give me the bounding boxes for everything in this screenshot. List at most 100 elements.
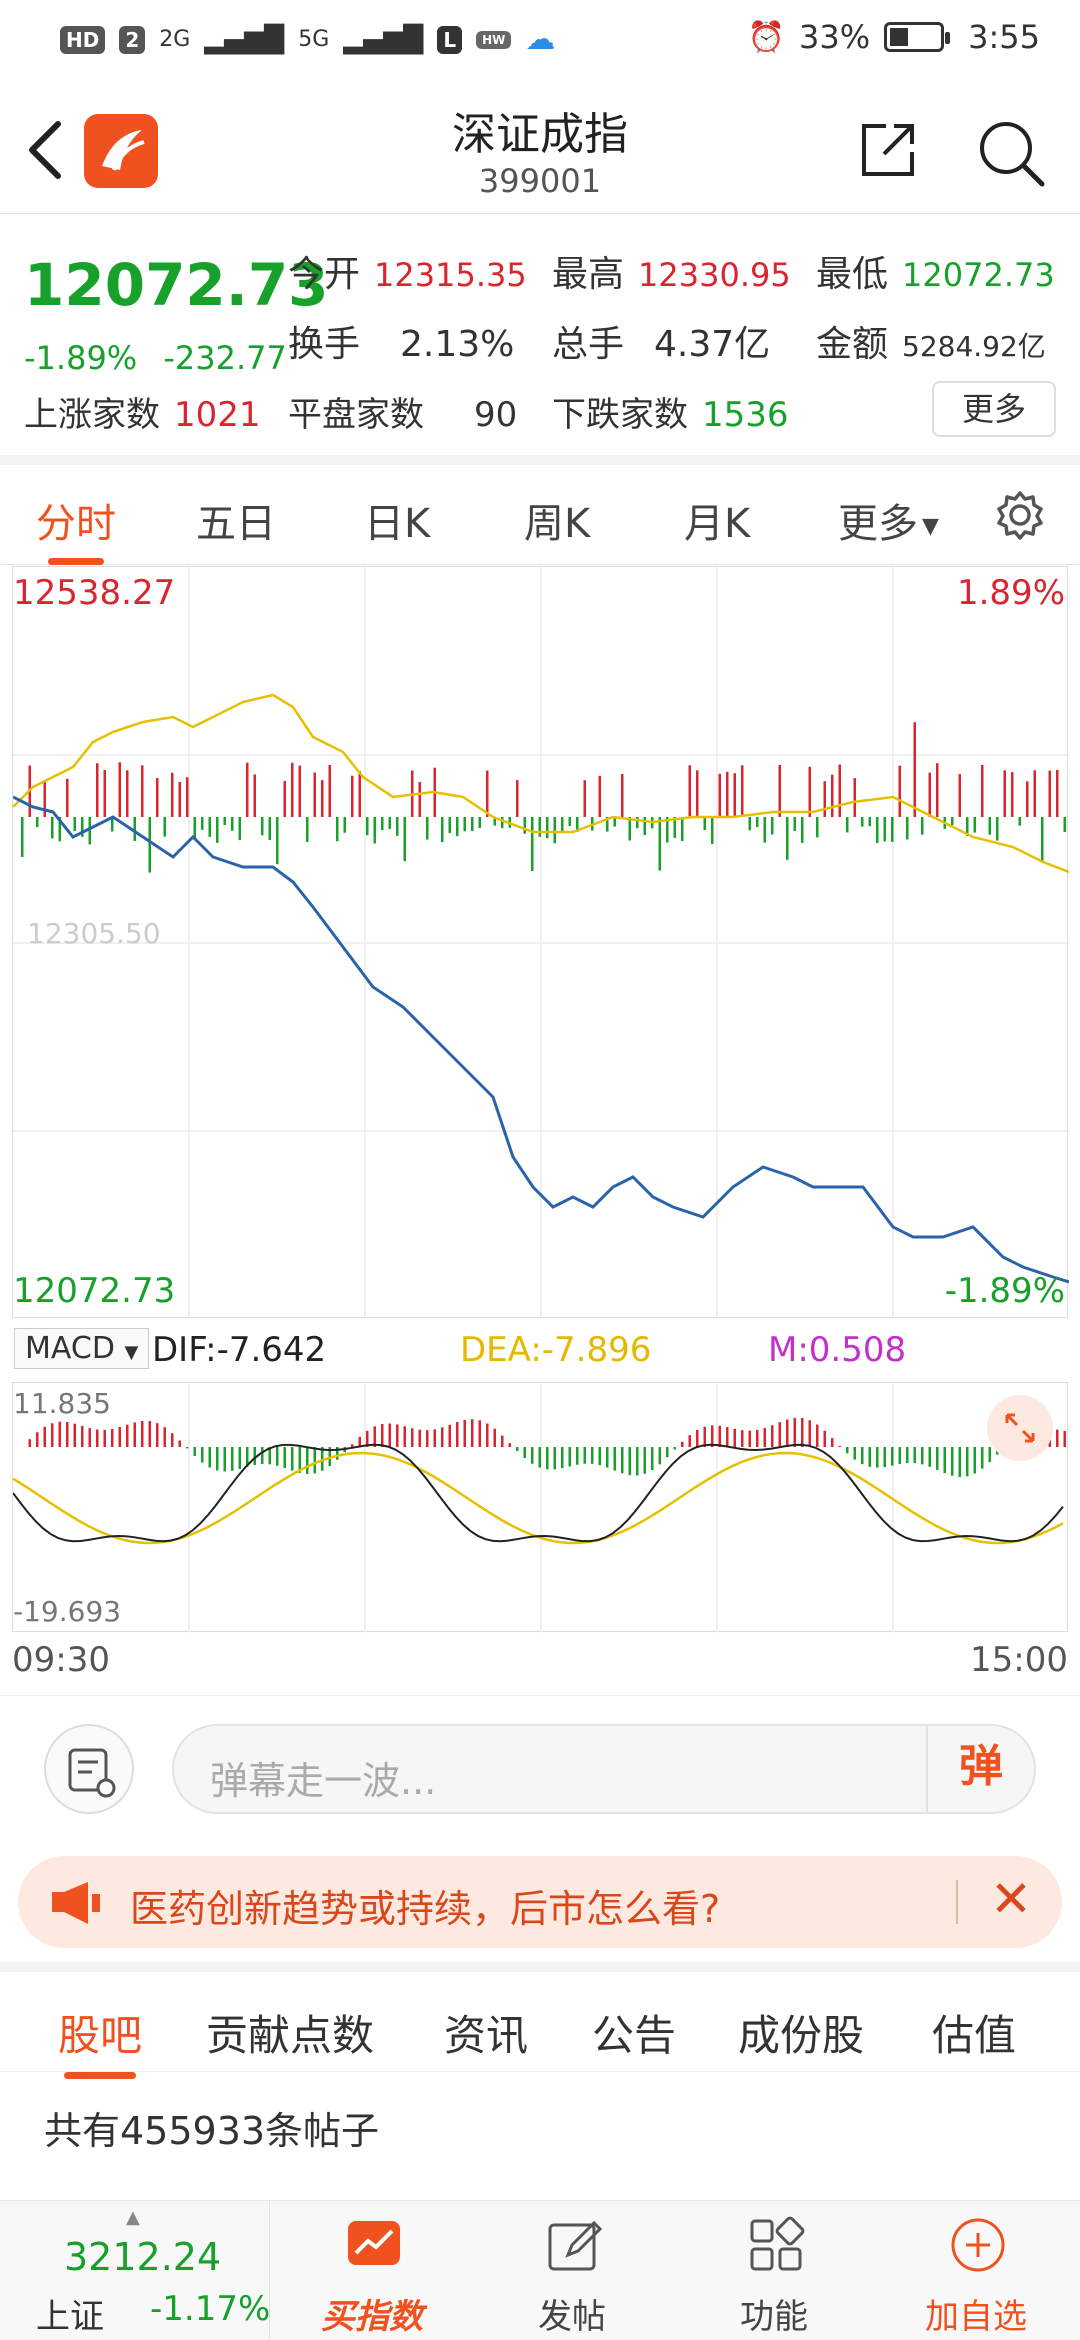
tab-intraday[interactable]: 分时 <box>36 491 116 565</box>
post-button[interactable]: 发帖 <box>472 2201 672 2340</box>
danmu-settings-button[interactable] <box>44 1724 134 1814</box>
buy-index-icon <box>348 2221 400 2265</box>
macd-bar <box>568 1447 571 1467</box>
tab-news[interactable]: 资讯 <box>444 2011 529 2060</box>
macd-chart-svg <box>12 1383 1066 1633</box>
index-code: 399001 <box>478 162 602 200</box>
tab-valuation[interactable]: 估值 <box>932 2011 1017 2060</box>
close-icon[interactable]: ✕ <box>990 1870 1032 1928</box>
hd-badge: HD <box>60 25 106 54</box>
tab-more[interactable]: 更多 ▼ <box>838 501 939 547</box>
chat-icon: ☁ <box>525 22 556 57</box>
settings-gear-icon[interactable] <box>994 489 1046 541</box>
macd-bar <box>73 1423 76 1447</box>
volume-bar <box>718 773 721 817</box>
tab-forum[interactable]: 股吧 <box>58 2002 142 2079</box>
volume-bar <box>793 817 796 831</box>
macd-bar <box>298 1447 301 1473</box>
volume-bar <box>216 817 219 843</box>
macd-bar <box>336 1447 339 1460</box>
indicator-select[interactable]: MACD ▼ <box>14 1328 150 1369</box>
tab-daily-k[interactable]: 日K <box>364 501 431 547</box>
macd-bar <box>306 1447 309 1474</box>
more-quote-button[interactable]: 更多 <box>932 381 1056 437</box>
macd-bar <box>561 1447 564 1469</box>
volume-bar <box>583 780 586 817</box>
turnover-row: 换手 2.13% <box>288 324 515 365</box>
macd-bar <box>208 1447 211 1468</box>
macd-bar <box>321 1447 324 1471</box>
macd-bar <box>553 1447 556 1470</box>
macd-bar <box>358 1436 361 1447</box>
macd-bar <box>853 1447 856 1460</box>
volume-bar <box>148 817 151 873</box>
macd-bar <box>598 1447 601 1466</box>
macd-bar <box>883 1447 886 1468</box>
expand-icon[interactable] <box>987 1395 1053 1461</box>
megaphone-icon <box>52 1882 100 1924</box>
macd-bar <box>516 1447 519 1451</box>
macd-bar <box>411 1428 414 1447</box>
volume-bar <box>1018 817 1021 826</box>
tab-weekly-k[interactable]: 周K <box>524 501 591 547</box>
tab-monthly-k[interactable]: 月K <box>684 501 751 547</box>
volume-bar <box>928 772 931 817</box>
announcement-banner[interactable]: 医药创新趋势或持续，后市怎么看? ✕ <box>18 1856 1062 1948</box>
tab-constituents[interactable]: 成份股 <box>738 2011 865 2060</box>
macd-bar <box>546 1447 549 1470</box>
volume-bar <box>831 774 834 817</box>
volume-bar <box>748 817 751 831</box>
macd-bar <box>606 1447 609 1468</box>
volume-bar <box>306 817 309 842</box>
share-icon[interactable] <box>856 118 920 182</box>
volume-bar <box>628 817 631 841</box>
caret-up-icon: ▲ <box>126 2207 140 2228</box>
macd-bar <box>238 1447 241 1469</box>
macd-bar <box>1063 1430 1066 1447</box>
macd-bar <box>958 1447 961 1477</box>
volume-bar <box>88 817 91 845</box>
macd-chart[interactable]: 11.835 -19.693 <box>12 1382 1068 1633</box>
volume-bar <box>786 817 789 860</box>
volume-bar <box>861 817 864 827</box>
functions-button[interactable]: 功能 <box>674 2201 874 2340</box>
volume-bar <box>951 817 954 826</box>
add-watchlist-label: 加自选 <box>925 2297 1027 2337</box>
index-switcher[interactable]: ▲ 3212.24 上证 -1.17% <box>0 2201 270 2340</box>
price-change: -1.89% -232.77 <box>24 339 287 377</box>
low-row: 最低 12072.73 <box>816 254 1055 295</box>
volume-bar <box>936 763 939 817</box>
macd-header: MACD ▼ DIF:-7.642 DEA:-7.896 M:0.508 <box>0 1320 1080 1380</box>
macd-bar <box>313 1447 316 1474</box>
intraday-chart[interactable]: 12305.50 12538.27 1.89% 12072.73 -1.89% <box>12 566 1070 1319</box>
volume-bar <box>1003 770 1006 817</box>
macd-dif: DIF:-7.642 <box>152 1330 327 1370</box>
volume-bar <box>681 817 684 841</box>
volume-bar <box>568 817 571 827</box>
average-price-line <box>12 693 1070 874</box>
tab-contribution[interactable]: 贡献点数 <box>206 2011 375 2060</box>
volume-bar <box>673 817 676 838</box>
volume-bar <box>381 817 384 831</box>
danmu-settings-icon <box>68 1748 116 1798</box>
volume-bar <box>988 817 991 835</box>
danmu-send-button[interactable]: 弹 <box>926 1724 1034 1814</box>
macd-bar <box>861 1447 864 1465</box>
volume-bar <box>291 762 294 817</box>
tab-announcements[interactable]: 公告 <box>592 2011 677 2060</box>
macd-bar <box>501 1435 504 1447</box>
add-watchlist-button[interactable]: 加自选 <box>876 2201 1076 2340</box>
danmu-input[interactable]: 弹幕走一波... 弹 <box>172 1724 1036 1814</box>
macd-bar <box>921 1447 924 1465</box>
search-icon[interactable] <box>976 118 1046 188</box>
macd-bar <box>726 1427 729 1447</box>
volume-bar <box>823 781 826 817</box>
chart-bottom-price: 12072.73 <box>13 1271 176 1311</box>
macd-bar <box>966 1447 969 1477</box>
volume-bar <box>66 778 69 817</box>
back-arrow-icon[interactable] <box>22 118 68 182</box>
buy-index-button[interactable]: 买指数 <box>272 2201 472 2340</box>
app-logo-icon[interactable] <box>84 114 158 188</box>
volume-bar <box>516 780 519 817</box>
tab-five-day[interactable]: 五日 <box>196 501 276 547</box>
